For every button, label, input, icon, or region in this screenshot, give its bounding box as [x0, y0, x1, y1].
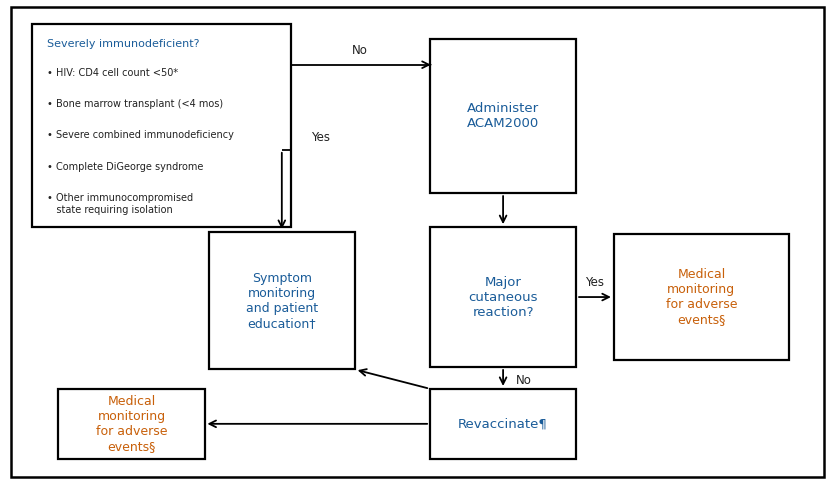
- FancyBboxPatch shape: [32, 24, 291, 227]
- FancyBboxPatch shape: [430, 389, 576, 459]
- Text: • HIV: CD4 cell count <50*: • HIV: CD4 cell count <50*: [47, 68, 178, 78]
- Text: Medical
monitoring
for adverse
events§: Medical monitoring for adverse events§: [665, 268, 737, 326]
- Text: Major
cutaneous
reaction?: Major cutaneous reaction?: [468, 275, 538, 319]
- FancyBboxPatch shape: [11, 7, 824, 477]
- Text: Yes: Yes: [311, 131, 331, 144]
- Text: • Complete DiGeorge syndrome: • Complete DiGeorge syndrome: [47, 162, 203, 172]
- Text: • Other immunocompromised
   state requiring isolation: • Other immunocompromised state requirin…: [47, 193, 193, 215]
- Text: Yes: Yes: [585, 276, 605, 289]
- FancyBboxPatch shape: [209, 232, 355, 369]
- FancyBboxPatch shape: [430, 227, 576, 367]
- Text: Revaccinate¶: Revaccinate¶: [458, 417, 548, 430]
- Text: Medical
monitoring
for adverse
events§: Medical monitoring for adverse events§: [96, 395, 167, 453]
- FancyBboxPatch shape: [430, 39, 576, 193]
- Text: • Severe combined immunodeficiency: • Severe combined immunodeficiency: [47, 130, 234, 141]
- Text: Severely immunodeficient?: Severely immunodeficient?: [47, 39, 200, 49]
- FancyBboxPatch shape: [58, 389, 205, 459]
- Text: No: No: [352, 44, 368, 57]
- Text: • Bone marrow transplant (<4 mos): • Bone marrow transplant (<4 mos): [47, 99, 223, 109]
- Text: No: No: [516, 374, 532, 387]
- Text: Symptom
monitoring
and patient
education†: Symptom monitoring and patient education…: [245, 271, 318, 330]
- FancyBboxPatch shape: [614, 234, 789, 360]
- Text: Administer
ACAM2000: Administer ACAM2000: [467, 102, 539, 130]
